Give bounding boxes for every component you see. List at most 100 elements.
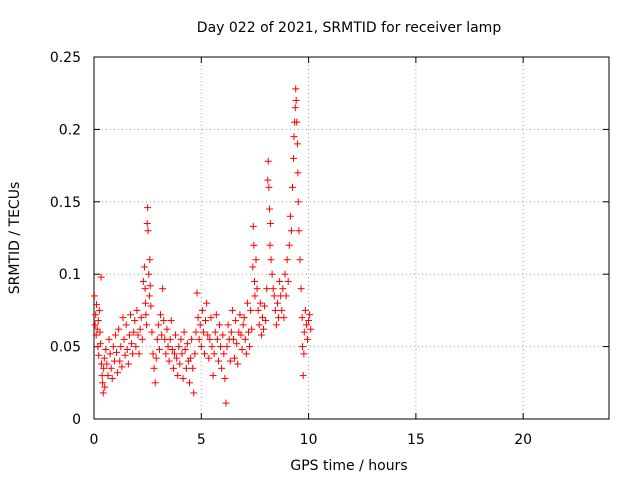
data-point bbox=[119, 314, 127, 322]
data-point bbox=[93, 301, 101, 309]
data-point bbox=[271, 306, 279, 314]
data-point bbox=[241, 335, 249, 343]
data-point bbox=[163, 325, 171, 333]
data-point bbox=[178, 350, 186, 358]
data-point bbox=[114, 369, 122, 377]
data-point bbox=[183, 340, 191, 348]
data-point bbox=[133, 306, 141, 314]
data-point bbox=[132, 343, 140, 351]
data-point bbox=[219, 331, 227, 339]
data-point bbox=[92, 311, 100, 319]
data-point bbox=[296, 256, 304, 264]
data-point bbox=[287, 227, 295, 235]
data-point bbox=[99, 379, 107, 387]
data-point bbox=[249, 222, 257, 230]
data-point bbox=[224, 321, 232, 329]
data-point bbox=[264, 157, 272, 165]
data-point bbox=[248, 325, 256, 333]
data-point bbox=[142, 311, 150, 319]
data-point bbox=[144, 204, 152, 212]
data-point bbox=[245, 328, 252, 336]
data-point bbox=[167, 317, 175, 325]
y-tick-label: 0.05 bbox=[50, 340, 81, 356]
data-point bbox=[182, 364, 190, 372]
data-point bbox=[208, 343, 216, 351]
data-point bbox=[146, 282, 154, 290]
data-point bbox=[251, 277, 259, 285]
data-point bbox=[246, 343, 254, 351]
data-point bbox=[293, 140, 301, 148]
data-point bbox=[229, 335, 237, 343]
data-point bbox=[189, 364, 197, 372]
data-point bbox=[204, 331, 212, 339]
data-point bbox=[145, 270, 153, 278]
data-point bbox=[265, 183, 273, 191]
data-point bbox=[297, 285, 305, 293]
data-point bbox=[256, 299, 264, 307]
data-point bbox=[211, 328, 219, 336]
data-point bbox=[95, 306, 103, 314]
data-point bbox=[214, 357, 222, 365]
data-point bbox=[140, 263, 148, 271]
x-axis-label: GPS time / hours bbox=[290, 458, 407, 474]
data-point bbox=[201, 350, 209, 358]
data-point bbox=[105, 335, 113, 343]
data-point bbox=[109, 343, 117, 351]
data-point bbox=[122, 321, 130, 329]
chart-title: Day 022 of 2021, SRMTID for receiver lam… bbox=[197, 20, 502, 36]
axis-ticks: 0 5 10 15 20 0 0.05 0.1 0.15 0.2 0.25 bbox=[50, 50, 609, 448]
data-point bbox=[97, 273, 105, 281]
data-point bbox=[153, 335, 161, 343]
data-point bbox=[269, 285, 277, 293]
data-point bbox=[138, 335, 146, 343]
data-point bbox=[300, 328, 308, 336]
y-tick-label: 0.15 bbox=[50, 195, 81, 211]
data-point bbox=[205, 354, 213, 362]
data-point bbox=[288, 183, 296, 191]
data-point bbox=[181, 345, 189, 353]
data-point bbox=[213, 335, 221, 343]
x-tick-label: 15 bbox=[407, 432, 425, 448]
data-point bbox=[242, 350, 250, 358]
data-point bbox=[262, 317, 270, 325]
data-point bbox=[207, 314, 215, 322]
data-point bbox=[273, 299, 281, 307]
data-point bbox=[117, 343, 125, 351]
y-tick-label: 0.25 bbox=[50, 50, 81, 66]
grid bbox=[94, 57, 609, 419]
data-point bbox=[196, 321, 204, 329]
data-point bbox=[252, 256, 260, 264]
data-point bbox=[151, 379, 159, 387]
data-point bbox=[120, 335, 128, 343]
data-point bbox=[212, 311, 220, 319]
data-point bbox=[266, 241, 274, 249]
data-point bbox=[282, 292, 290, 300]
data-point bbox=[130, 328, 138, 336]
y-tick-label: 0.2 bbox=[59, 122, 81, 138]
data-point bbox=[258, 314, 266, 322]
data-point bbox=[284, 277, 292, 285]
data-point bbox=[194, 314, 202, 322]
data-point bbox=[231, 354, 239, 362]
data-point bbox=[209, 372, 217, 380]
data-point bbox=[143, 220, 151, 228]
data-point bbox=[95, 351, 103, 359]
data-point bbox=[206, 335, 214, 343]
data-point bbox=[283, 256, 291, 264]
data-point bbox=[100, 354, 108, 362]
data-point bbox=[103, 360, 111, 368]
data-points bbox=[90, 85, 315, 407]
data-point bbox=[276, 277, 284, 285]
data-point bbox=[286, 212, 294, 220]
data-point bbox=[118, 363, 126, 371]
data-point bbox=[255, 321, 263, 329]
data-point bbox=[90, 292, 98, 300]
data-point bbox=[136, 325, 144, 333]
data-point bbox=[160, 317, 168, 325]
x-tick-label: 5 bbox=[197, 432, 206, 448]
data-point bbox=[104, 372, 112, 380]
data-point bbox=[293, 118, 301, 126]
data-point bbox=[190, 389, 198, 397]
data-point bbox=[125, 331, 133, 339]
